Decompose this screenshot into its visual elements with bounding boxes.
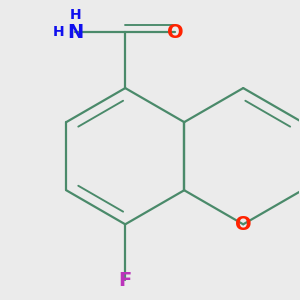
Text: O: O bbox=[235, 215, 251, 234]
Text: H: H bbox=[69, 8, 81, 22]
Text: F: F bbox=[118, 271, 132, 290]
Text: O: O bbox=[167, 23, 184, 42]
Text: N: N bbox=[67, 23, 83, 42]
Text: H: H bbox=[53, 25, 65, 39]
